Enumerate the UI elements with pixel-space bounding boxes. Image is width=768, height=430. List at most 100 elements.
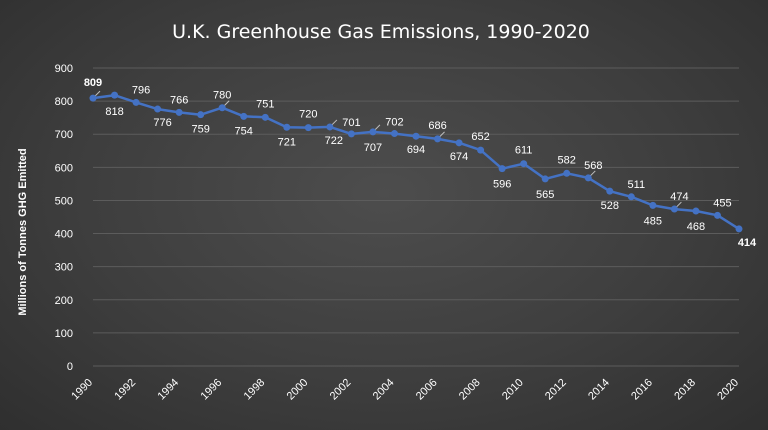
data-label-1993: 776 bbox=[153, 117, 171, 129]
data-point-2004 bbox=[390, 130, 398, 138]
x-tick-label: 2012 bbox=[543, 377, 569, 403]
data-point-2020 bbox=[735, 225, 743, 233]
leader-line bbox=[676, 201, 682, 208]
data-label-2005: 694 bbox=[407, 144, 425, 156]
data-label-1997: 754 bbox=[235, 125, 253, 137]
data-point-2010 bbox=[520, 160, 528, 168]
data-point-2013 bbox=[584, 174, 592, 182]
leader-line bbox=[589, 170, 596, 177]
data-label-2013: 568 bbox=[584, 160, 602, 172]
y-tick-label: 600 bbox=[55, 162, 73, 174]
x-tick-label: 2008 bbox=[457, 377, 483, 403]
data-point-2018 bbox=[692, 207, 700, 215]
y-tick-label: 200 bbox=[55, 295, 73, 307]
data-label-2001: 722 bbox=[325, 135, 343, 147]
x-tick-label: 2006 bbox=[414, 377, 440, 403]
leader-line bbox=[374, 124, 381, 131]
data-label-2010: 611 bbox=[515, 145, 533, 157]
gridlines bbox=[93, 67, 739, 367]
data-point-1991 bbox=[111, 91, 119, 99]
x-tick-label: 2002 bbox=[328, 377, 354, 403]
data-label-1998: 751 bbox=[256, 98, 274, 110]
data-label-1996: 780 bbox=[213, 90, 231, 102]
chart-title: U.K. Greenhouse Gas Emissions, 1990-2020 bbox=[172, 21, 590, 43]
data-label-2019: 455 bbox=[713, 197, 731, 209]
data-label-1999: 721 bbox=[278, 136, 296, 148]
data-point-1995 bbox=[197, 111, 205, 119]
data-label-2011: 565 bbox=[536, 189, 554, 201]
data-point-2000 bbox=[304, 124, 312, 132]
y-tick-label: 500 bbox=[55, 195, 73, 207]
data-label-2007: 674 bbox=[450, 151, 468, 163]
data-point-1990 bbox=[89, 94, 97, 102]
leader-line bbox=[331, 119, 338, 126]
data-label-2015: 511 bbox=[628, 179, 646, 191]
data-label-2018: 468 bbox=[687, 221, 705, 233]
data-point-2001 bbox=[326, 123, 334, 131]
data-point-2005 bbox=[412, 132, 420, 140]
y-tick-label: 300 bbox=[55, 262, 73, 274]
data-point-1998 bbox=[261, 113, 269, 121]
data-point-2015 bbox=[627, 193, 635, 201]
data-label-2016: 485 bbox=[644, 215, 662, 227]
data-label-1995: 759 bbox=[191, 124, 209, 136]
data-point-2017 bbox=[670, 205, 678, 213]
data-label-2003: 707 bbox=[364, 142, 382, 154]
y-tick-label: 900 bbox=[55, 63, 73, 75]
data-point-2019 bbox=[713, 211, 721, 219]
data-label-2006: 686 bbox=[428, 120, 446, 132]
data-point-2012 bbox=[563, 169, 571, 177]
x-tick-labels: 1990 1992 1994 1996 1998 2000 2002 2004 2006 2008… bbox=[69, 377, 741, 403]
data-label-2017: 474 bbox=[670, 191, 688, 203]
series-line bbox=[92, 93, 740, 230]
y-tick-label: 800 bbox=[55, 96, 73, 108]
data-label-2012: 582 bbox=[558, 154, 576, 166]
x-tick-label: 1998 bbox=[242, 377, 268, 403]
leader-line bbox=[223, 100, 230, 107]
data-point-1997 bbox=[240, 112, 248, 120]
data-label-2020: 414 bbox=[738, 237, 757, 249]
data-point-2006 bbox=[434, 135, 442, 143]
data-label-1992: 796 bbox=[132, 84, 150, 96]
y-tick-labels: 0 100 200 300 400 500 600 700 800 900 bbox=[55, 63, 73, 373]
x-tick-label: 2004 bbox=[371, 377, 397, 403]
data-point-1992 bbox=[132, 98, 140, 106]
y-tick-label: 400 bbox=[55, 229, 73, 241]
y-tick-label: 0 bbox=[67, 361, 73, 373]
x-tick-label: 2020 bbox=[715, 377, 741, 403]
leader-line bbox=[94, 90, 101, 97]
data-label-2000: 720 bbox=[299, 109, 317, 121]
data-point-1993 bbox=[154, 105, 162, 113]
data-point-2011 bbox=[541, 175, 549, 183]
x-tick-label: 1994 bbox=[155, 377, 181, 403]
x-tick-label: 2010 bbox=[500, 377, 526, 403]
data-point-2016 bbox=[649, 201, 657, 209]
x-tick-label: 1990 bbox=[69, 377, 95, 403]
x-tick-label: 1992 bbox=[112, 377, 138, 403]
data-point-1994 bbox=[175, 108, 183, 116]
data-point-2002 bbox=[347, 130, 355, 138]
data-point-2009 bbox=[498, 165, 506, 173]
data-labels: 809 818 796 776 766 759 780 754 751 721 720 722 701 7… bbox=[84, 77, 757, 249]
data-label-1990: 809 bbox=[84, 77, 102, 89]
leader-line bbox=[439, 131, 445, 138]
data-label-2009: 596 bbox=[493, 179, 511, 191]
x-tick-label: 1996 bbox=[199, 377, 225, 403]
data-points bbox=[89, 91, 743, 233]
x-tick-label: 2016 bbox=[629, 377, 655, 403]
x-tick-label: 2018 bbox=[672, 377, 698, 403]
data-label-2002: 701 bbox=[342, 117, 360, 129]
data-label-2014: 528 bbox=[601, 200, 619, 212]
y-tick-label: 700 bbox=[55, 129, 73, 141]
data-label-1994: 766 bbox=[170, 94, 188, 106]
y-tick-label: 100 bbox=[55, 328, 73, 340]
data-point-2014 bbox=[606, 187, 614, 195]
label-leader-lines bbox=[94, 90, 682, 208]
data-point-2003 bbox=[369, 128, 377, 136]
data-point-1999 bbox=[283, 123, 291, 131]
data-label-1991: 818 bbox=[105, 106, 123, 118]
data-label-2004: 702 bbox=[385, 117, 403, 129]
x-tick-label: 2000 bbox=[285, 377, 311, 403]
data-point-1996 bbox=[218, 104, 226, 112]
